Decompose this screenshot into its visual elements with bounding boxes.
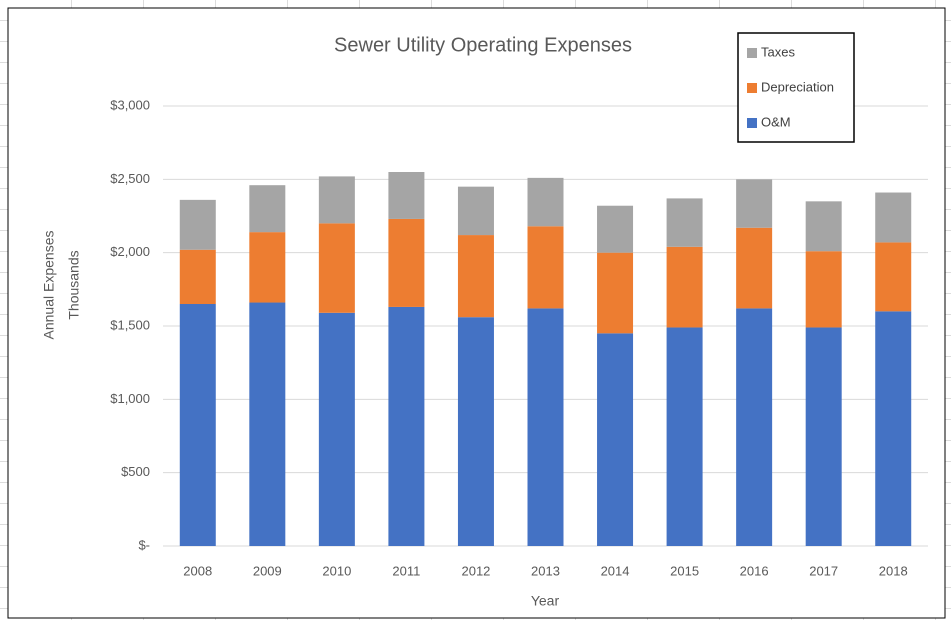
x-tick-label: 2009 (253, 563, 282, 578)
x-tick-label: 2018 (879, 563, 908, 578)
y-axis-title: Annual Expenses (41, 231, 57, 340)
bar-segment (318, 176, 355, 224)
bar-segment (527, 308, 564, 546)
x-tick-label: 2016 (740, 563, 769, 578)
bar-segment (875, 192, 912, 243)
bar-segment (388, 306, 425, 546)
x-tick-label: 2010 (322, 563, 351, 578)
legend-label: O&M (761, 114, 791, 129)
bar-segment (805, 327, 842, 546)
y-tick-label: $1,500 (110, 317, 150, 332)
bar-segment (875, 242, 912, 312)
x-axis-title: Year (531, 593, 560, 609)
bar-segment (179, 304, 216, 546)
bar-segment (457, 235, 494, 318)
x-tick-label: 2017 (809, 563, 838, 578)
bar-segment (179, 249, 216, 304)
x-tick-label: 2013 (531, 563, 560, 578)
x-tick-label: 2015 (670, 563, 699, 578)
legend-swatch (747, 48, 757, 58)
bar-segment (736, 308, 773, 546)
bar-segment (249, 232, 286, 303)
legend-swatch (747, 118, 757, 128)
legend-label: Depreciation (761, 79, 834, 94)
y-tick-label: $500 (121, 464, 150, 479)
bar-segment (388, 172, 425, 219)
bar-segment (527, 177, 564, 227)
x-tick-label: 2011 (392, 563, 420, 578)
bar-segment (318, 223, 355, 313)
bar-segment (388, 218, 425, 307)
y-axis-unit: Thousands (66, 250, 82, 319)
bar-segment (666, 327, 703, 546)
bar-segment (736, 227, 773, 309)
y-tick-label: $2,500 (110, 171, 150, 186)
y-tick-label: $1,000 (110, 391, 150, 406)
bar-segment (457, 317, 494, 546)
bar-segment (875, 311, 912, 546)
bar-segment (249, 185, 286, 233)
bar-segment (597, 333, 634, 546)
bar-segment (805, 201, 842, 252)
bar-segment (666, 246, 703, 328)
bar-segment (318, 312, 355, 546)
x-tick-label: 2008 (183, 563, 212, 578)
bar-segment (179, 199, 216, 250)
legend-label: Taxes (761, 44, 795, 59)
x-tick-label: 2012 (461, 563, 490, 578)
y-tick-label: $3,000 (110, 97, 150, 112)
y-tick-label: $- (138, 537, 150, 552)
bar-segment (457, 186, 494, 236)
bar-segment (805, 251, 842, 328)
y-tick-label: $2,000 (110, 244, 150, 259)
bar-segment (597, 205, 634, 253)
legend-swatch (747, 83, 757, 93)
x-tick-label: 2014 (601, 563, 630, 578)
bar-segment (597, 252, 634, 334)
legend-box (737, 32, 855, 143)
bar-segment (666, 198, 703, 247)
bar-segment (249, 302, 286, 546)
bar-segment (736, 179, 773, 228)
bar-segment (527, 226, 564, 309)
chart-title: Sewer Utility Operating Expenses (334, 34, 632, 56)
